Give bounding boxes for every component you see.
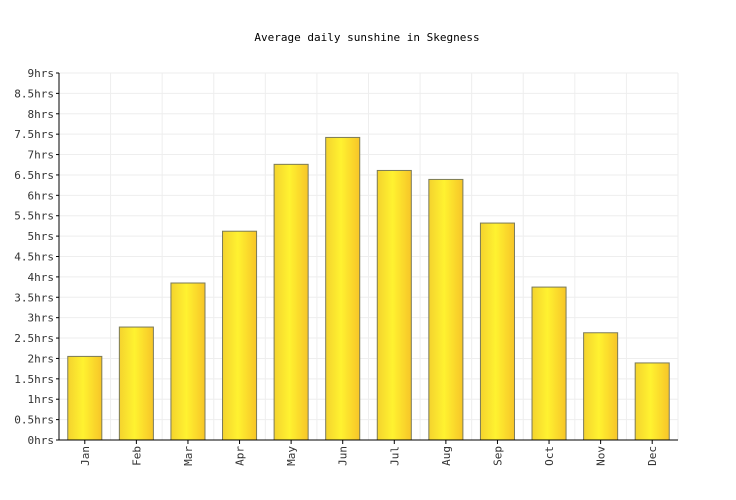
x-tick-label: Jul xyxy=(388,446,401,466)
bar-feb xyxy=(118,326,154,441)
bar-jul xyxy=(376,169,412,441)
x-tick-label: Aug xyxy=(440,446,453,466)
axes xyxy=(56,72,678,444)
bar-jan xyxy=(67,355,103,441)
x-tick-label: Mar xyxy=(182,446,195,466)
y-tick-label: 5.5hrs xyxy=(14,210,54,223)
x-tick-label: Oct xyxy=(543,446,556,466)
x-tick-label: Nov xyxy=(595,446,608,466)
x-tick-label: Feb xyxy=(130,446,143,466)
grid-lines xyxy=(59,72,679,440)
y-tick-label: 3.5hrs xyxy=(14,291,54,304)
bar-aug xyxy=(428,178,464,441)
y-tick-label: 4.5hrs xyxy=(14,251,54,264)
x-tick-label: May xyxy=(285,446,298,466)
y-tick-label: 8hrs xyxy=(28,108,55,121)
y-tick-label: 6.5hrs xyxy=(14,169,54,182)
y-tick-label: 4hrs xyxy=(28,271,55,284)
chart-title: Average daily sunshine in Skegness xyxy=(254,31,479,44)
y-tick-label: 5hrs xyxy=(28,230,55,243)
y-tick-label: 1.5hrs xyxy=(14,373,54,386)
x-tick-label: Jun xyxy=(337,446,350,466)
x-tick-label: Dec xyxy=(646,446,659,466)
x-tick-label: Jan xyxy=(79,446,92,466)
bar-mar xyxy=(170,282,206,441)
y-tick-label: 7.5hrs xyxy=(14,128,54,141)
y-tick-label: 0.5hrs xyxy=(14,414,54,427)
x-tick-label: Apr xyxy=(234,446,247,466)
y-tick-label: 3hrs xyxy=(28,312,55,325)
y-tick-label: 9hrs xyxy=(28,67,55,80)
bar-jun xyxy=(325,136,361,441)
x-tick-label: Sep xyxy=(491,446,504,466)
bar-dec xyxy=(634,362,670,441)
bar-nov xyxy=(583,332,619,441)
y-tick-labels: 0hrs 0.5hrs 1hrs 1.5hrs 2hrs 2.5hrs 3hrs 3.5hrs… xyxy=(14,67,54,447)
bars xyxy=(67,136,670,441)
y-tick-label: 2.5hrs xyxy=(14,332,54,345)
y-tick-label: 0hrs xyxy=(28,434,55,447)
y-tick-label: 1hrs xyxy=(28,393,55,406)
y-tick-label: 2hrs xyxy=(28,352,55,365)
y-tick-label: 7hrs xyxy=(28,149,55,162)
y-tick-label: 8.5hrs xyxy=(14,87,54,100)
y-tick-label: 6hrs xyxy=(28,189,55,202)
x-tick-labels: Jan Feb Mar Apr May Jun Jul Aug Sep Oct Nov Dec xyxy=(79,446,659,466)
bar-sep xyxy=(479,222,515,441)
bar-apr xyxy=(222,230,258,441)
bar-oct xyxy=(531,286,567,441)
bar-may xyxy=(273,163,309,441)
